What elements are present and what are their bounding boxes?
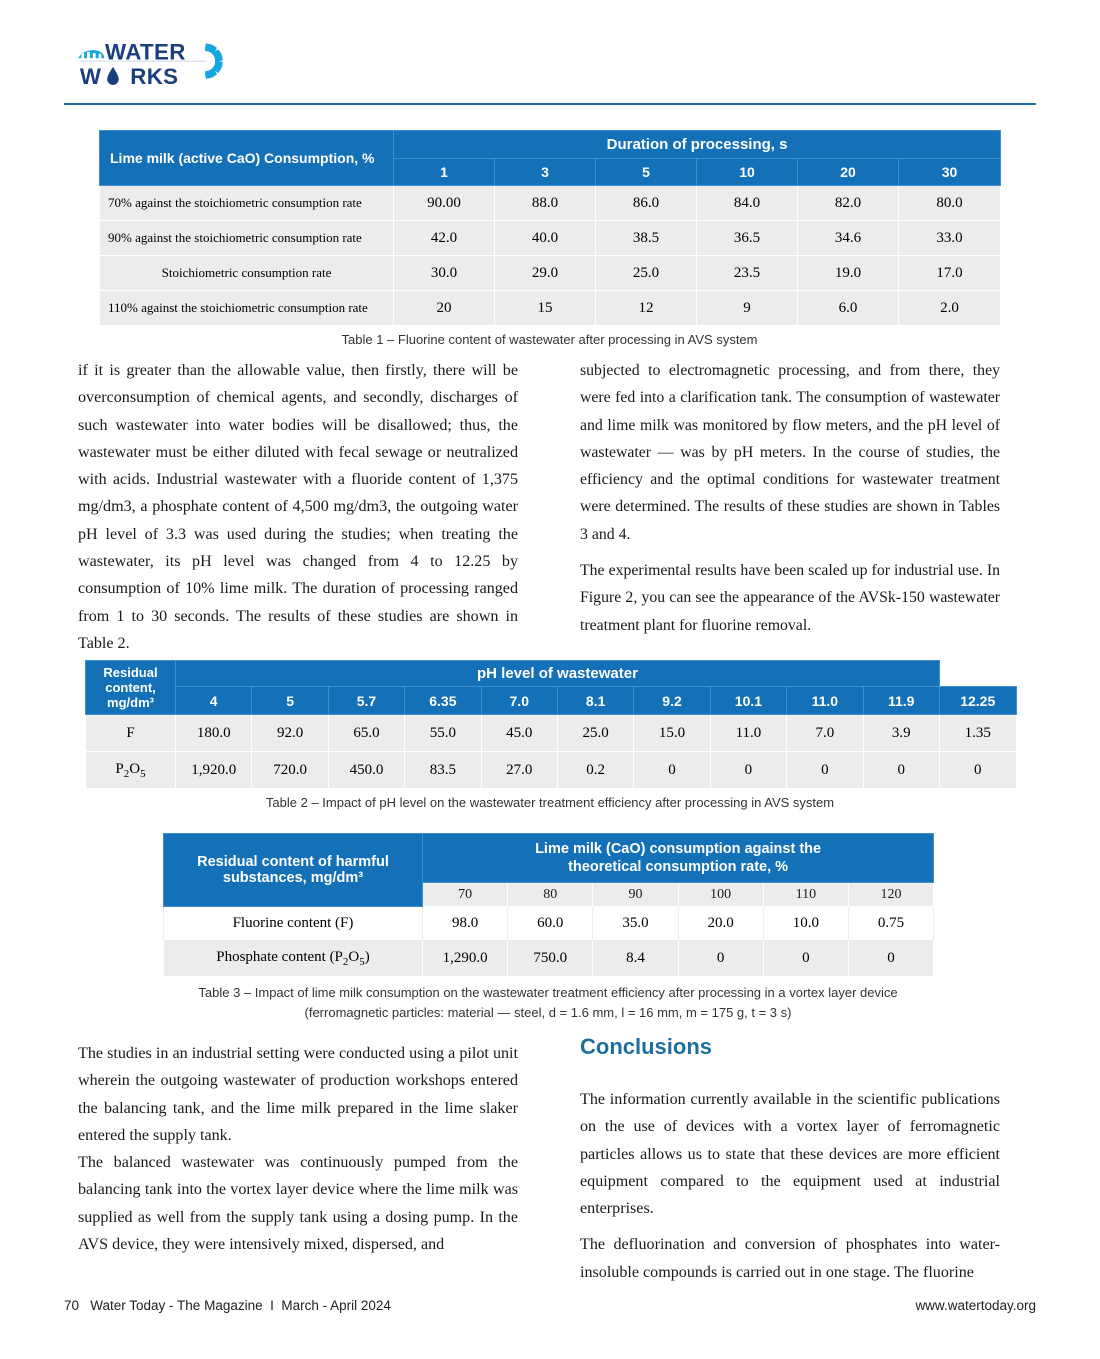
- svg-text:RKS: RKS: [130, 64, 178, 89]
- svg-text:W: W: [80, 64, 102, 89]
